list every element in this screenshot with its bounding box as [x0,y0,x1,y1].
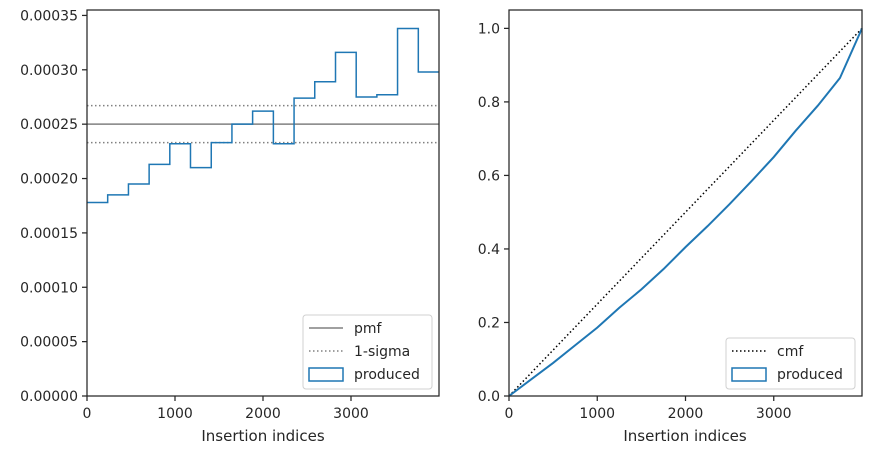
left-histogram [87,27,439,204]
legend-produced-cdf-swatch [731,367,767,382]
left-y-tick-label: 0.00000 [20,389,78,405]
legend-produced-cdf-label: produced [777,367,843,383]
right-x-ticks: 0 1000 2000 3000 [505,396,792,422]
left-y-tick-label: 0.00030 [20,63,78,79]
right-x-axis-label: Insertion indices [623,427,746,445]
left-y-ticks: 0.00000 0.00005 0.00010 0.00015 0.00020 0.000… [20,8,87,405]
left-x-tick-label: 1000 [157,406,193,422]
right-x-tick-label: 3000 [756,406,792,422]
right-plot-series [508,27,863,397]
legend-pmf-label: pmf [354,321,383,337]
left-x-axis-label: Insertion indices [201,427,324,445]
right-y-tick-label: 0.8 [478,95,500,111]
left-x-ticks: 0 1000 2000 3000 [83,396,369,422]
left-x-tick-label: 3000 [333,406,369,422]
left-x-tick-label: 0 [83,406,92,422]
left-plot-lines [87,104,439,144]
left-legend: pmf 1-sigma produced [302,314,433,390]
right-y-tick-label: 1.0 [478,21,500,37]
right-legend: cmf produced [725,337,856,390]
right-x-tick-label: 1000 [579,406,615,422]
left-y-tick-label: 0.00020 [20,172,78,188]
legend-1-sigma-label: 1-sigma [354,344,410,360]
right-y-tick-label: 0.4 [478,242,500,258]
produced-series-line [508,27,863,397]
left-y-tick-label: 0.00025 [20,117,78,133]
right-y-ticks: 0.0 0.2 0.4 0.6 0.8 1.0 [478,21,509,405]
left-y-tick-label: 0.00015 [20,226,78,242]
right-x-tick-label: 0 [505,406,514,422]
pmf-histogram-panel: 0 1000 2000 3000 0.000000.000050.000100.000… [20,8,440,445]
right-y-tick-label: 0.0 [478,389,500,405]
right-x-tick-label: 2000 [668,406,704,422]
left-y-tick-label: 0.00005 [20,335,78,351]
legend-produced-swatch [308,367,344,382]
legend-cmf-label: cmf [777,344,804,360]
cmf-series-line [508,27,863,397]
produced-histogram-step [87,27,439,204]
left-x-tick-label: 2000 [245,406,281,422]
left-y-tick-label: 0.00010 [20,280,78,296]
cmf-panel: 0 1000 2000 3000 0.0 0.2 0.4 0.6 0.8 1.0 Inserti… [478,9,863,445]
right-y-tick-label: 0.6 [478,168,500,184]
legend-produced-label: produced [354,367,420,383]
right-y-tick-label: 0.2 [478,315,500,331]
left-y-tick-label: 0.00035 [20,8,78,24]
left-legend-box [302,314,433,390]
right-legend-box [725,337,856,390]
